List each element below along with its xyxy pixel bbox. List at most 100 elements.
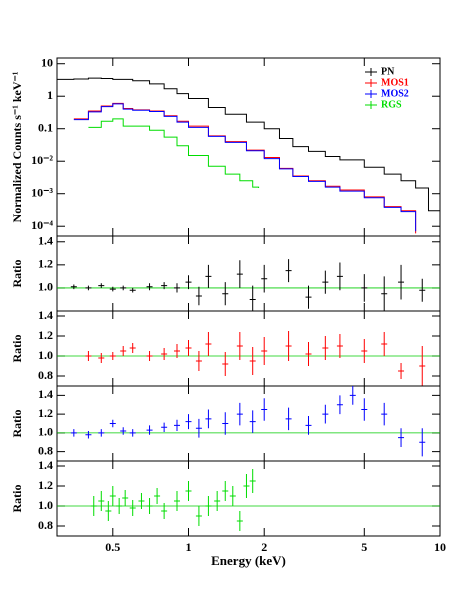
ratio-point [120,285,127,291]
y-axis-label: Ratio [10,335,24,363]
ratio-point [222,412,229,435]
legend-label: PN [381,66,395,77]
ratio-point [398,264,405,300]
ratio-point [222,282,229,306]
ratio-point [249,285,256,311]
y-tick-label: 1.2 [38,257,53,271]
ratio-point [249,469,256,493]
ratio-point [419,346,426,386]
ratio-point [419,428,426,457]
ratio-point [398,428,405,447]
ratio-point [129,500,136,516]
x-tick-label: 5 [361,540,367,554]
ratio-point [98,353,105,363]
y-axis-label: Ratio [10,485,24,513]
ratio-point [236,511,243,531]
ratio-point [85,431,92,439]
ratio-point [249,347,256,375]
ratio-point [381,276,388,311]
spectrum-line [57,77,441,221]
ratio-point [109,419,116,428]
ratio-point [322,336,329,360]
ratio-point [243,474,250,498]
legend-symbol [365,90,377,98]
ratio-point [285,331,292,361]
ratio-point [120,427,127,435]
ratio-point [261,398,268,421]
y-tick-label: 1.4 [38,308,53,322]
ratio-point [109,352,116,360]
x-tick-label: 2 [261,540,267,554]
legend-label: RGS [381,99,402,110]
y-tick-label: 1.4 [38,458,53,472]
y-tick-label: 1 [47,88,53,102]
legend-label: MOS2 [381,88,409,99]
ratio-point [381,402,388,426]
x-tick-label: 1 [186,540,192,554]
y-axis-label: Normalized Counts s⁻¹ keV⁻¹ [10,71,24,222]
ratio-point [129,429,136,437]
spectrum-line [73,103,417,232]
ratio-point [161,422,168,432]
legend-label: MOS1 [381,77,409,88]
ratio-point [229,486,236,506]
ratio-point [205,496,212,516]
legend-symbol [365,101,377,109]
ratio-point [129,343,136,353]
ratio-point [285,259,292,283]
ratio-point [236,260,243,288]
ratio-point [70,284,77,290]
ratio-point [138,493,145,509]
plot-frame [56,460,441,537]
y-tick-label: 10⁻⁴ [31,218,53,232]
ratio-point [173,344,180,358]
ratio-point [349,386,356,405]
ratio-point [322,404,329,424]
y-tick-label: 1.2 [38,478,53,492]
x-tick-label: 0.5 [105,540,120,554]
y-tick-label: 10⁻³ [31,185,53,199]
ratio-point [85,351,92,361]
ratio-point [161,503,168,519]
ratio-point [195,418,202,438]
ratio-point [70,429,77,437]
ratio-point [173,491,180,511]
ratio-point [322,270,329,294]
ratio-point [90,496,97,516]
plot-frame [56,310,441,387]
ratio-point [154,488,161,504]
ratio-point [122,490,129,506]
y-axis-label: Ratio [10,260,24,288]
x-tick-label: 10 [434,540,446,554]
ratio-point [214,491,221,511]
legend-symbol [365,79,377,87]
ratio-point [398,363,405,379]
ratio-point [419,278,426,302]
y-tick-label: 1.0 [38,498,53,512]
ratio-point [205,264,212,288]
ratio-point [305,342,312,366]
ratio-point [116,498,123,514]
ratio-point [185,414,192,430]
ratio-point [161,282,168,290]
y-tick-label: 1.0 [38,425,53,439]
y-tick-label: 1.4 [38,234,53,248]
ratio-point [261,264,268,293]
y-tick-label: 0.8 [38,443,53,457]
ratio-point [98,283,105,288]
ratio-point [236,402,243,426]
ratio-point [85,285,92,291]
ratio-point [305,416,312,435]
y-tick-label: 0.1 [38,120,53,134]
ratio-point [236,332,243,360]
ratio-point [205,409,212,429]
ratio-point [173,419,180,431]
y-tick-label: 0.8 [38,368,53,382]
ratio-point [336,334,343,358]
ratio-point [195,351,202,371]
ratio-point [336,262,343,291]
ratio-point [109,286,116,292]
ratio-point [305,285,312,309]
ratio-point [261,337,268,365]
ratio-point [361,274,368,302]
